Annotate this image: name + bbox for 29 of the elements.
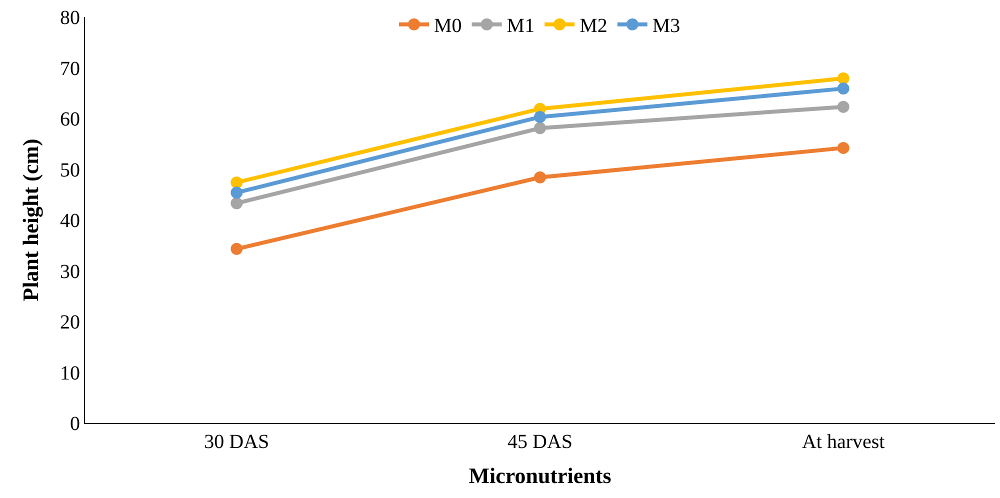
legend-label: M0 (434, 15, 462, 38)
point (230, 186, 243, 199)
point (837, 142, 850, 154)
point (230, 176, 243, 188)
y-tick-label: 30 (60, 260, 80, 283)
point (534, 110, 546, 123)
y-tick-label: 70 (60, 58, 80, 80)
point (837, 100, 850, 113)
x-tick-label: 30 DAS (204, 431, 270, 453)
y-tick-label: 80 (60, 7, 80, 29)
legend-label: M3 (652, 15, 680, 38)
x-tick-label: At harvest (802, 431, 886, 453)
legend-label: M2 (580, 15, 608, 38)
y-tick-label: 40 (60, 210, 80, 232)
point (230, 197, 243, 210)
x-axis-title: Micronutrients (468, 462, 612, 488)
y-tick-label: 20 (60, 312, 80, 334)
point (837, 72, 850, 84)
y-tick-label: 0 (70, 413, 80, 435)
point (534, 122, 546, 134)
y-tick-label: 10 (60, 362, 80, 384)
y-axis-title: Plant height (cm) (18, 138, 43, 302)
y-tick-label: 60 (60, 108, 80, 130)
y-tick-label: 50 (60, 159, 80, 182)
point (230, 242, 243, 255)
legend-label: M1 (506, 15, 535, 38)
point (534, 171, 546, 184)
x-tick-label: 45 DAS (507, 431, 573, 453)
point (837, 82, 850, 95)
